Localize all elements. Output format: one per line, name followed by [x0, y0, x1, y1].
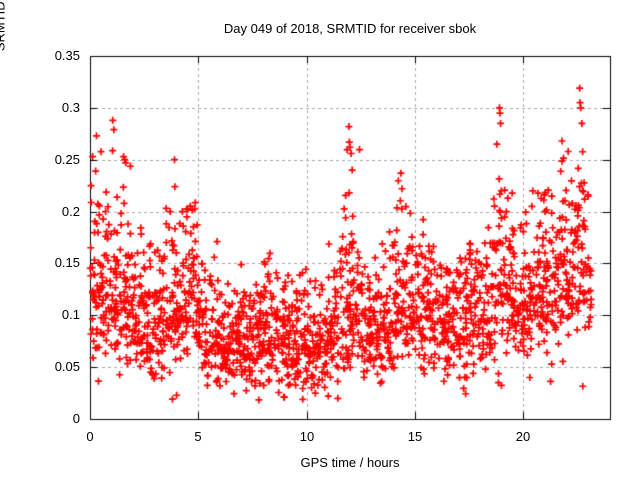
- chart-title: Day 049 of 2018, SRMTID for receiver sbo…: [223, 21, 477, 36]
- y-tick-label-0: 0: [72, 411, 80, 426]
- y-tick-label-0.35: 0.35: [54, 48, 80, 63]
- y-tick-label-0.15: 0.15: [54, 255, 80, 270]
- y-tick-label-0.1: 0.1: [61, 307, 80, 322]
- y-tick-label-0.25: 0.25: [54, 152, 80, 167]
- y-axis-label-text: SRMTID / TECUs: [0, 0, 8, 52]
- x-tick-label-0: 0: [86, 429, 94, 444]
- x-tick-label-15: 15: [407, 429, 423, 444]
- y-tick-label-0.3: 0.3: [61, 100, 80, 115]
- x-tick-label-10: 10: [299, 429, 315, 444]
- x-tick-label-20: 20: [515, 429, 531, 444]
- x-axis-label: GPS time / hours: [300, 455, 400, 470]
- x-tick-label-5: 5: [194, 429, 202, 444]
- y-tick-label-0.05: 0.05: [54, 359, 80, 374]
- y-tick-label-0.2: 0.2: [61, 204, 80, 219]
